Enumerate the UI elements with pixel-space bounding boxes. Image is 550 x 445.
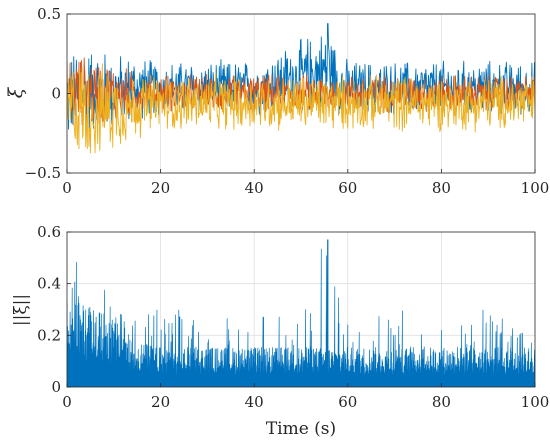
bottom-x-tick-label: 0 xyxy=(62,393,72,411)
top-y-tick-label: −0.5 xyxy=(25,164,61,182)
top-series-line-3 xyxy=(67,63,535,154)
bottom-axes-box xyxy=(66,231,536,388)
bottom-x-tick-label: 80 xyxy=(432,393,451,411)
top-y-tick-label: 0.5 xyxy=(37,5,61,23)
top-y-tick-labels: −0.5 0 0.5 xyxy=(25,5,61,182)
top-x-tick-label: 80 xyxy=(432,179,451,197)
bottom-y-tick-labels: 0 0.2 0.4 0.6 xyxy=(37,223,61,396)
top-x-tick-labels: 0 20 40 60 80 100 xyxy=(62,179,549,197)
top-y-tick-label: 0 xyxy=(51,85,61,103)
top-x-tick-label: 40 xyxy=(245,179,264,197)
bottom-x-tick-label: 40 xyxy=(245,393,264,411)
bottom-x-tick-labels: 0 20 40 60 80 100 xyxy=(62,393,549,411)
top-series-group xyxy=(67,23,535,154)
top-x-tick-label: 20 xyxy=(151,179,170,197)
top-y-axis-label: ξ xyxy=(5,86,27,98)
bottom-y-tick-label: 0.2 xyxy=(37,326,61,344)
bottom-x-axis-label: Time (s) xyxy=(266,419,336,439)
top-x-tick-label: 0 xyxy=(62,179,72,197)
bottom-panel: 0 20 40 60 80 100 0 0.2 0.4 0.6 ||ξ|| Time (s) xyxy=(11,223,549,439)
bottom-y-tick-label: 0.4 xyxy=(37,275,61,293)
bottom-tick-marks xyxy=(66,231,536,388)
bottom-y-tick-label: 0 xyxy=(51,378,61,396)
top-x-tick-label: 100 xyxy=(521,179,550,197)
bottom-series-area xyxy=(67,239,535,387)
bottom-y-axis-label: ||ξ|| xyxy=(11,294,31,326)
top-x-tick-label: 60 xyxy=(338,179,357,197)
top-panel: 0 20 40 60 80 100 −0.500.5 ξ xyxy=(5,5,549,197)
bottom-x-tick-label: 100 xyxy=(521,393,550,411)
bottom-series-group xyxy=(67,239,535,387)
bottom-x-tick-label: 20 xyxy=(151,393,170,411)
top-tick-marks xyxy=(66,13,536,174)
bottom-x-tick-label: 60 xyxy=(338,393,357,411)
bottom-y-tick-label: 0.6 xyxy=(37,223,61,241)
